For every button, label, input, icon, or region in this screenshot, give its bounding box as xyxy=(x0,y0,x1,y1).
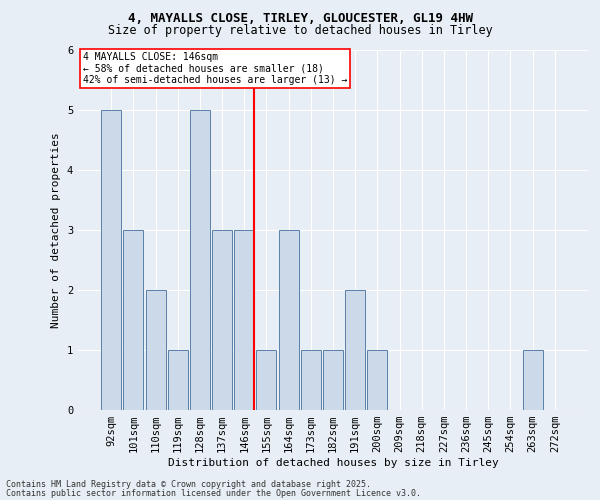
Text: Contains public sector information licensed under the Open Government Licence v3: Contains public sector information licen… xyxy=(6,488,421,498)
Text: 4 MAYALLS CLOSE: 146sqm
← 58% of detached houses are smaller (18)
42% of semi-de: 4 MAYALLS CLOSE: 146sqm ← 58% of detache… xyxy=(83,52,347,85)
X-axis label: Distribution of detached houses by size in Tirley: Distribution of detached houses by size … xyxy=(167,458,499,468)
Bar xyxy=(101,110,121,410)
Bar xyxy=(523,350,542,410)
Text: Size of property relative to detached houses in Tirley: Size of property relative to detached ho… xyxy=(107,24,493,37)
Bar xyxy=(234,230,254,410)
Text: 4, MAYALLS CLOSE, TIRLEY, GLOUCESTER, GL19 4HW: 4, MAYALLS CLOSE, TIRLEY, GLOUCESTER, GL… xyxy=(128,12,473,24)
Bar xyxy=(323,350,343,410)
Bar xyxy=(256,350,277,410)
Bar xyxy=(146,290,166,410)
Bar xyxy=(345,290,365,410)
Bar xyxy=(367,350,388,410)
Bar xyxy=(190,110,210,410)
Y-axis label: Number of detached properties: Number of detached properties xyxy=(52,132,61,328)
Bar xyxy=(168,350,188,410)
Bar xyxy=(301,350,321,410)
Bar xyxy=(124,230,143,410)
Bar xyxy=(212,230,232,410)
Text: Contains HM Land Registry data © Crown copyright and database right 2025.: Contains HM Land Registry data © Crown c… xyxy=(6,480,371,489)
Bar xyxy=(278,230,299,410)
